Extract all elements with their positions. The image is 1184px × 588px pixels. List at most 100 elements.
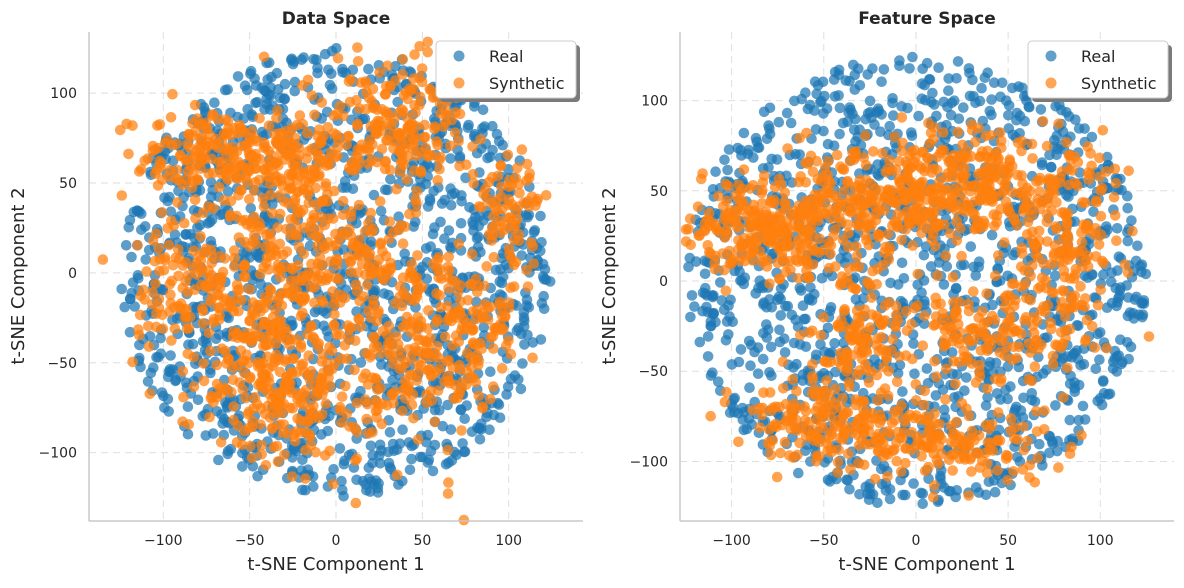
point-synthetic [273, 134, 284, 145]
point-synthetic [434, 155, 445, 166]
point-real [1075, 360, 1086, 371]
point-synthetic [409, 165, 420, 176]
point-synthetic [506, 253, 517, 264]
point-real [157, 387, 168, 398]
point-real [1105, 389, 1116, 400]
point-real [116, 284, 127, 295]
point-real [909, 369, 920, 380]
point-synthetic [868, 146, 879, 157]
point-synthetic [866, 190, 877, 201]
point-synthetic [307, 90, 318, 101]
point-real [165, 350, 176, 361]
point-synthetic [331, 254, 342, 265]
point-synthetic [425, 333, 436, 344]
point-synthetic [814, 234, 825, 245]
point-real [1002, 394, 1013, 405]
x-tick-label: −100 [144, 533, 182, 549]
point-real [805, 282, 816, 293]
point-synthetic [838, 235, 849, 246]
point-real [931, 390, 942, 401]
point-real [1073, 415, 1084, 426]
point-synthetic [432, 341, 443, 352]
point-synthetic [192, 175, 203, 186]
point-synthetic [399, 160, 410, 171]
point-synthetic [290, 436, 301, 447]
point-synthetic [225, 210, 236, 221]
point-synthetic [412, 250, 423, 261]
point-synthetic [926, 127, 937, 138]
point-real [1004, 100, 1015, 111]
point-synthetic [361, 87, 372, 98]
point-real [772, 154, 783, 165]
point-real [136, 208, 147, 219]
point-synthetic [413, 368, 424, 379]
point-synthetic [317, 97, 328, 108]
point-real [745, 360, 756, 371]
point-synthetic [480, 184, 491, 195]
point-synthetic [266, 285, 277, 296]
point-real [528, 337, 539, 348]
point-real [1123, 354, 1134, 365]
point-synthetic [514, 188, 525, 199]
point-synthetic [313, 151, 324, 162]
point-synthetic [298, 119, 309, 130]
point-synthetic [345, 74, 356, 85]
point-real [1115, 334, 1126, 345]
point-real [255, 279, 266, 290]
point-real [897, 258, 908, 269]
point-real [917, 78, 928, 89]
point-real [1070, 387, 1081, 398]
point-real [185, 229, 196, 240]
point-real [710, 166, 721, 177]
point-real [464, 202, 475, 213]
point-real [428, 186, 439, 197]
point-real [279, 93, 290, 104]
point-synthetic [996, 136, 1007, 147]
point-synthetic [184, 323, 195, 334]
point-synthetic [710, 251, 721, 262]
point-real [425, 196, 436, 207]
point-synthetic [291, 154, 302, 165]
point-synthetic [240, 172, 251, 183]
point-synthetic [434, 290, 445, 301]
point-synthetic [299, 292, 310, 303]
point-real [842, 475, 853, 486]
point-real [385, 174, 396, 185]
point-synthetic [254, 175, 265, 186]
point-real [939, 279, 950, 290]
point-synthetic [740, 250, 751, 261]
point-real [325, 80, 336, 91]
point-synthetic [506, 349, 517, 360]
point-real [850, 84, 861, 95]
point-synthetic [353, 154, 364, 165]
x-tick-label: −50 [235, 533, 265, 549]
point-synthetic [511, 206, 522, 217]
point-synthetic [865, 178, 876, 189]
point-synthetic [216, 163, 227, 174]
point-real [280, 79, 291, 90]
point-real [475, 434, 486, 445]
point-synthetic [205, 346, 216, 357]
point-synthetic [871, 215, 882, 226]
point-synthetic [382, 61, 393, 72]
point-real [521, 300, 532, 311]
point-synthetic [258, 262, 269, 273]
point-synthetic [321, 160, 332, 171]
point-synthetic [455, 296, 466, 307]
point-synthetic [172, 197, 183, 208]
point-real [124, 222, 135, 233]
point-synthetic [240, 237, 251, 248]
point-real [774, 117, 785, 128]
y-tick-label: 0 [68, 266, 77, 282]
point-synthetic [354, 314, 365, 325]
point-synthetic [332, 150, 343, 161]
point-real [384, 458, 395, 469]
point-synthetic [121, 119, 132, 130]
point-synthetic [405, 86, 416, 97]
point-real [485, 152, 496, 163]
point-real [885, 484, 896, 495]
legend-label-real: Real [489, 47, 524, 66]
point-synthetic [411, 208, 422, 219]
point-synthetic [338, 196, 349, 207]
